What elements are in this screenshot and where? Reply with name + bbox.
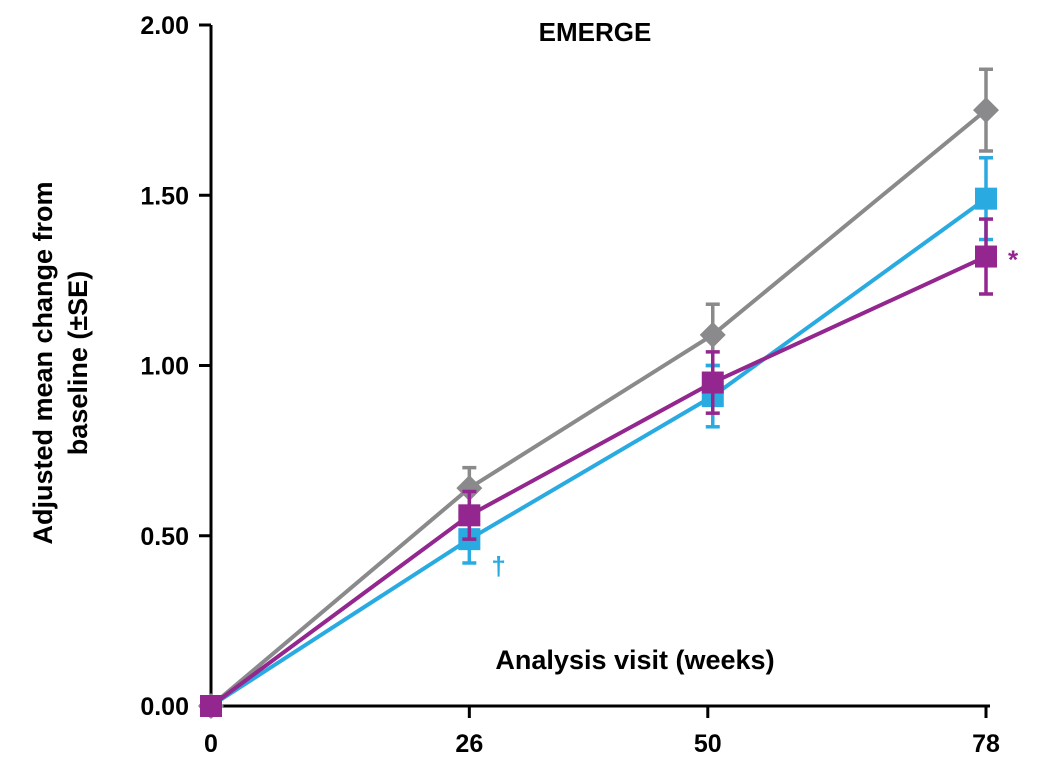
data-point	[975, 245, 997, 268]
x-tick-label: 78	[972, 730, 1000, 758]
chart-title: EMERGE	[539, 17, 652, 47]
data-point	[458, 504, 481, 527]
annotations: †*	[491, 245, 1019, 582]
x-axis-label: Analysis visit (weeks)	[495, 645, 774, 675]
data-point	[699, 321, 726, 348]
x-ticks: 0 26 50 78	[204, 706, 1000, 758]
data-point	[975, 187, 997, 210]
y-ticks: 0.00 0.50 1.00 1.50 2.00	[140, 12, 211, 721]
y-axis-label-line-2: baseline (±SE)	[63, 271, 93, 455]
data-point	[701, 371, 724, 394]
series-layer	[198, 67, 999, 719]
y-tick-label: 0.00	[140, 693, 189, 721]
significance-marker: †	[491, 551, 505, 581]
series-3	[200, 217, 997, 717]
y-axis-label-line-1: Adjusted mean change from	[28, 181, 58, 544]
y-tick-label: 1.50	[140, 182, 189, 210]
axes	[209, 25, 990, 708]
data-point	[456, 475, 483, 502]
series-1	[198, 67, 999, 719]
y-tick-label: 2.00	[140, 12, 189, 40]
series-line	[209, 197, 988, 708]
x-tick-label: 26	[455, 730, 483, 758]
significance-marker: *	[1008, 245, 1019, 275]
series-line	[209, 254, 987, 708]
y-tick-label: 1.00	[140, 353, 189, 381]
x-tick-label: 0	[204, 730, 218, 758]
series-2	[200, 156, 997, 717]
series-line	[209, 108, 988, 708]
data-point	[200, 695, 222, 717]
data-point	[973, 97, 999, 124]
x-tick-label: 50	[694, 730, 722, 758]
y-tick-label: 0.50	[140, 523, 189, 551]
y-axis-label: Adjusted mean change from baseline (±SE)	[28, 181, 93, 544]
